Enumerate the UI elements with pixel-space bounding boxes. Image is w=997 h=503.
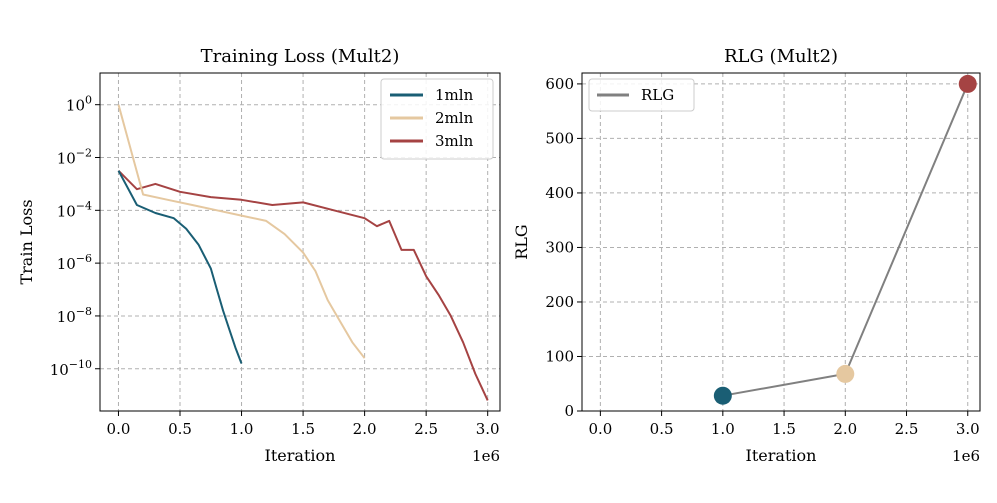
left-x-tick-label: 1.0 — [230, 420, 254, 438]
legend-label-RLG: RLG — [641, 86, 674, 104]
left-x-offset-label: 1e6 — [472, 447, 500, 465]
right-x-tick-label: 0.5 — [650, 420, 674, 438]
left-chart-title: Training Loss (Mult2) — [201, 46, 400, 67]
legend-label-1mln: 1mln — [435, 86, 474, 104]
left-y-tick-base: 10 — [50, 361, 69, 379]
left-series-lines — [117, 104, 489, 401]
series-line-3mln — [117, 169, 489, 401]
left-y-tick-label: 10−6 — [57, 252, 92, 273]
right-x-tick-label: 2.5 — [895, 420, 919, 438]
left-y-tick-exponent: −2 — [76, 147, 92, 160]
left-y-tick-exponent: −8 — [76, 305, 92, 318]
rlg-panel: RLG (Mult2) 0.0 0.5 1.0 1.5 2.0 2.5 3.0 0 100 20… — [512, 46, 981, 465]
rlg-point — [958, 74, 977, 93]
right-y-tick-label: 200 — [545, 293, 574, 311]
left-x-tick-label: 0.5 — [168, 420, 192, 438]
right-x-tick-label: 1.5 — [772, 420, 796, 438]
left-y-tick-exponent: −10 — [69, 358, 92, 371]
left-y-tick-exponent: −4 — [76, 199, 92, 212]
left-legend-box — [380, 78, 494, 160]
right-x-ticks: 0.0 0.5 1.0 1.5 2.0 2.5 3.0 — [588, 411, 980, 438]
right-chart-title: RLG (Mult2) — [724, 46, 838, 67]
left-x-tick-label: 2.5 — [414, 420, 438, 438]
left-y-tick-label: 10−4 — [57, 199, 92, 220]
left-y-tick-label: 10−8 — [57, 305, 92, 326]
right-x-tick-label: 1.0 — [711, 420, 735, 438]
rlg-point — [836, 364, 855, 383]
left-y-tick-exponent: 0 — [85, 94, 92, 107]
right-x-tick-label: 2.0 — [833, 420, 857, 438]
right-y-tick-label: 600 — [545, 75, 574, 93]
right-y-ticks: 0 100 200 300 400 500 600 — [545, 75, 582, 420]
right-y-tick-label: 0 — [564, 402, 574, 420]
right-y-tick-label: 400 — [545, 184, 574, 202]
right-x-offset-label: 1e6 — [952, 447, 980, 465]
right-x-tick-label: 0.0 — [588, 420, 612, 438]
left-x-tick-label: 1.5 — [291, 420, 315, 438]
series-line-2mln — [117, 104, 366, 359]
training-loss-panel: Training Loss (Mult2) 0.0 0.5 1.0 1.5 2.0 2.5… — [17, 46, 501, 465]
left-y-tick-label: 100 — [66, 94, 92, 115]
legend-label-2mln: 2mln — [435, 109, 474, 127]
left-x-axis-label: Iteration — [265, 446, 336, 465]
right-legend-box — [588, 78, 695, 112]
right-legend: RLG — [588, 78, 695, 112]
left-x-ticks: 0.0 0.5 1.0 1.5 2.0 2.5 3.0 — [107, 411, 500, 438]
left-y-tick-base: 10 — [57, 150, 76, 168]
left-x-tick-label: 3.0 — [476, 420, 500, 438]
right-x-tick-label: 3.0 — [956, 420, 980, 438]
left-y-tick-label: 10−10 — [50, 358, 92, 379]
left-y-axis-label: Train Loss — [17, 199, 36, 284]
series-line-1mln — [117, 170, 243, 364]
left-y-tick-label: 10−2 — [57, 147, 92, 168]
left-plot-frame — [99, 72, 501, 412]
left-legend: 1mln 2mln 3mln — [380, 78, 494, 160]
left-y-tick-base: 10 — [57, 308, 76, 326]
right-y-tick-label: 500 — [545, 129, 574, 147]
left-x-tick-label: 2.0 — [353, 420, 377, 438]
left-x-tick-label: 0.0 — [107, 420, 131, 438]
right-y-tick-label: 300 — [545, 238, 574, 256]
right-y-axis-label: RLG — [512, 224, 531, 259]
left-y-tick-base: 10 — [57, 255, 76, 273]
left-y-tick-base: 10 — [57, 202, 76, 220]
right-x-axis-label: Iteration — [746, 446, 817, 465]
right-y-tick-label: 100 — [545, 347, 574, 365]
left-y-tick-exponent: −6 — [76, 252, 92, 265]
legend-label-3mln: 3mln — [435, 132, 474, 150]
right-grid — [582, 73, 980, 412]
rlg-point — [713, 386, 732, 405]
right-plot-frame — [581, 72, 981, 412]
left-y-tick-base: 10 — [66, 97, 85, 115]
right-series-lines — [713, 74, 977, 405]
